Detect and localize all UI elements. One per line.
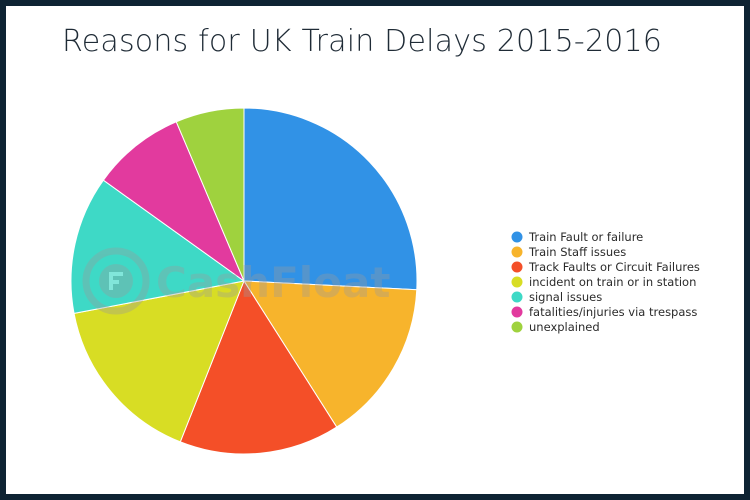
legend-item-signal-issues: signal issues xyxy=(511,290,602,304)
legend-swatch xyxy=(511,261,523,273)
legend-label: fatalities/injuries via trespass xyxy=(529,305,697,319)
legend-item-fatalities-injuries-via-trespass: fatalities/injuries via trespass xyxy=(511,305,697,319)
legend-swatch xyxy=(511,291,523,303)
legend-swatch xyxy=(511,276,523,288)
legend-item-track-faults-or-circuit-failures: Track Faults or Circuit Failures xyxy=(511,260,700,274)
legend-item-train-fault-or-failure: Train Fault or failure xyxy=(511,230,643,244)
legend-swatch xyxy=(511,306,523,318)
legend-item-unexplained: unexplained xyxy=(511,320,600,334)
pie-slice-signal-issues xyxy=(70,179,246,315)
legend-swatch xyxy=(511,231,523,243)
pie-slice-unexplained xyxy=(175,107,245,282)
legend-item-train-staff-issues: Train Staff issues xyxy=(511,245,626,259)
legend-swatch xyxy=(511,321,523,333)
pie-slice-train-fault-or-failure xyxy=(243,107,418,291)
legend-label: unexplained xyxy=(529,320,600,334)
legend-label: incident on train or in station xyxy=(529,275,696,289)
pie-slice-fatalities-injuries-via-trespass xyxy=(102,121,246,283)
legend-label: Track Faults or Circuit Failures xyxy=(528,260,700,274)
pie-slice-track-faults-or-circuit-failures xyxy=(179,279,338,455)
legend-item-incident-on-train-or-in-station: incident on train or in station xyxy=(511,275,696,289)
legend-label: Train Fault or failure xyxy=(528,230,643,244)
chart-title: Reasons for UK Train Delays 2015-2016 xyxy=(62,24,663,59)
watermark: CashFloat xyxy=(82,247,390,315)
legend-label: Train Staff issues xyxy=(528,245,626,259)
legend-label: signal issues xyxy=(529,290,602,304)
legend-swatch xyxy=(511,246,523,258)
pie-slice-incident-on-train-or-in-station xyxy=(73,280,245,443)
pie-slice-train-staff-issues xyxy=(243,280,418,428)
pie-slices xyxy=(70,107,418,455)
cashfloat-logo-icon xyxy=(82,247,150,315)
watermark-text: CashFloat xyxy=(156,258,390,307)
